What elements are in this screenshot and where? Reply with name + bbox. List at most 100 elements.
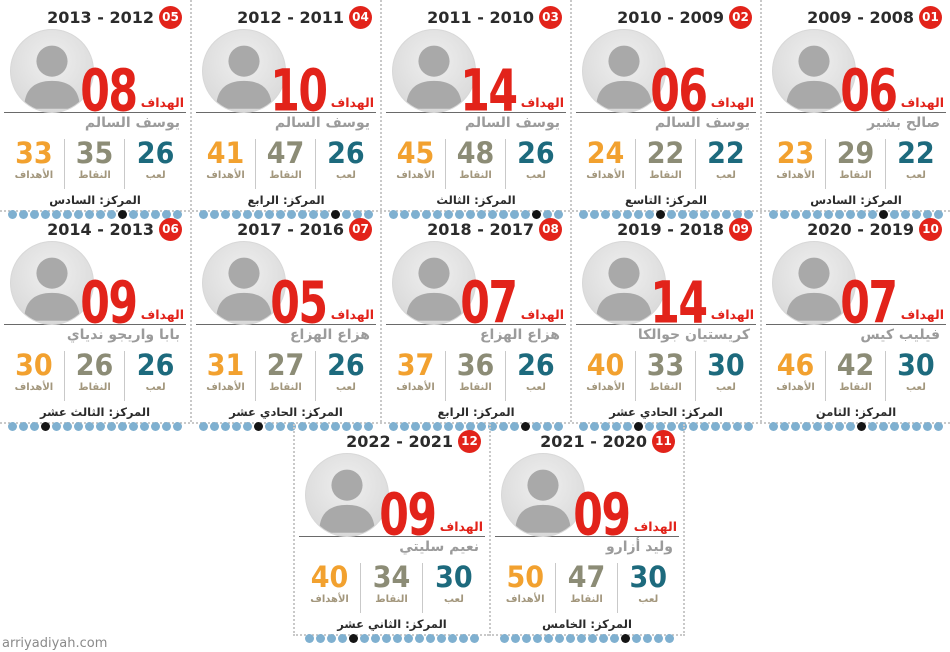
matches-played-value: 30	[629, 560, 668, 595]
rank-dot	[287, 422, 296, 431]
matches-played-value: 26	[136, 136, 175, 171]
stat-goals: 50 الأهداف	[495, 563, 557, 613]
player-photo	[392, 241, 476, 325]
matches-played-label: لعب	[145, 170, 166, 181]
season-label: 2010 - 2009	[617, 7, 724, 27]
stat-matches-played: 26 لعب	[506, 351, 566, 401]
cards-row-2: 06 2014 - 2013 09 الهداف بابا واريجو ندي…	[0, 210, 950, 431]
rank-dot-current	[879, 210, 888, 219]
points-value: 36	[456, 348, 495, 383]
goals-label: الأهداف	[206, 382, 245, 393]
person-icon	[24, 45, 80, 109]
rank-dot	[601, 422, 610, 431]
season-label: 2018 - 2017	[427, 219, 534, 239]
rank-dot	[393, 634, 402, 643]
stat-goals: 45 الأهداف	[386, 139, 447, 189]
rank-dot	[96, 422, 105, 431]
person-icon	[596, 257, 652, 321]
person-icon	[786, 45, 842, 109]
points-value: 22	[646, 136, 685, 171]
stats-row: 26 لعب 36 النقاط 37 الأهداف	[386, 351, 566, 401]
rank-dot	[107, 422, 116, 431]
rank-dot	[254, 210, 263, 219]
stat-goals: 40 الأهداف	[299, 563, 362, 613]
rank-dot	[433, 422, 442, 431]
stat-goals: 41 الأهداف	[196, 139, 257, 189]
top-scorer-label: الهداف	[140, 307, 184, 322]
goals-label: الأهداف	[586, 170, 625, 181]
rank-dot	[466, 422, 475, 431]
rank-dot	[623, 422, 632, 431]
stat-matches-played: 22 لعب	[886, 139, 946, 189]
player-photo	[501, 453, 585, 537]
rank-dot	[579, 210, 588, 219]
season-number-badge: 01	[919, 5, 942, 29]
rank-dot-current	[254, 422, 263, 431]
rank-dot	[544, 634, 553, 643]
points-value: 42	[836, 348, 875, 383]
league-position-label: المركز: الحادي عشر	[229, 405, 343, 419]
rank-dot-current	[634, 422, 643, 431]
rank-dot-current	[621, 634, 630, 643]
top-scorer-label: الهداف	[710, 307, 754, 322]
matches-played-label: لعب	[715, 170, 736, 181]
top-scorer-goals: 09	[378, 481, 437, 549]
rank-dot	[923, 422, 932, 431]
rank-dot	[342, 210, 351, 219]
rank-dot	[769, 210, 778, 219]
matches-played-value: 22	[897, 136, 935, 171]
rank-dot	[455, 210, 464, 219]
goals-value: 40	[586, 348, 625, 383]
player-photo	[10, 29, 94, 113]
goals-label: الأهداف	[505, 594, 545, 605]
card-header: 02 2010 - 2009	[576, 3, 756, 29]
rank-dots	[766, 210, 946, 219]
stat-goals: 31 الأهداف	[196, 351, 257, 401]
season-number-badge: 03	[539, 5, 562, 29]
rank-dot	[426, 634, 435, 643]
stat-matches-played: 26 لعب	[316, 139, 376, 189]
card-header: 07 2017 - 2016	[196, 215, 376, 241]
goals-label: الأهداف	[14, 170, 54, 181]
season-number-badge: 06	[159, 217, 182, 241]
player-name: هزاع الهزاع	[289, 327, 370, 343]
rank-dot	[824, 422, 833, 431]
player-name: كريستيان جوالكا	[637, 327, 750, 343]
season-label: 2021 - 2020	[540, 431, 647, 451]
top-scorer-label: الهداف	[710, 95, 754, 110]
rank-dot	[309, 210, 318, 219]
matches-played-value: 26	[327, 348, 365, 383]
season-card: 12 2022 - 2021 09 الهداف نعيم سليتي 30 ل…	[293, 424, 489, 643]
player-photo	[202, 29, 286, 113]
rank-dot	[221, 210, 230, 219]
stat-points: 29 النقاط	[826, 139, 886, 189]
player-name: هزاع الهزاع	[479, 327, 560, 343]
matches-played-label: لعب	[443, 594, 464, 605]
rank-dot	[835, 422, 844, 431]
stat-matches-played: 30 لعب	[618, 563, 679, 613]
league-position-label: المركز: الثالث	[436, 193, 516, 207]
rank-dot	[500, 634, 509, 643]
rank-dot	[634, 210, 643, 219]
rank-dot-current	[857, 422, 866, 431]
card-header: 11 2021 - 2020	[495, 427, 679, 453]
stat-matches-played: 26 لعب	[125, 139, 186, 189]
season-card: 01 2009 - 2008 06 الهداف صالح بشير 22 لع…	[760, 0, 950, 219]
matches-played-value: 30	[897, 348, 935, 383]
rank-dot	[835, 210, 844, 219]
rank-dot	[444, 210, 453, 219]
person-icon	[515, 469, 571, 533]
season-card: 10 2020 - 2019 07 الهداف فيليب كيس 30 لع…	[760, 212, 950, 431]
stats-row: 26 لعب 47 النقاط 41 الأهداف	[196, 139, 376, 189]
rank-dot	[459, 634, 468, 643]
photo-and-goals-row: 09 الهداف	[4, 241, 186, 332]
goals-label: الأهداف	[396, 382, 435, 393]
points-value: 35	[75, 136, 114, 171]
rank-dot	[327, 634, 336, 643]
season-number-badge: 09	[729, 217, 752, 241]
rank-dot	[554, 422, 563, 431]
rank-dot	[645, 210, 654, 219]
season-number-badge: 04	[349, 5, 372, 29]
stats-row: 26 لعب 35 النقاط 33 الأهداف	[4, 139, 186, 189]
top-scorer-goals: 08	[79, 57, 138, 125]
